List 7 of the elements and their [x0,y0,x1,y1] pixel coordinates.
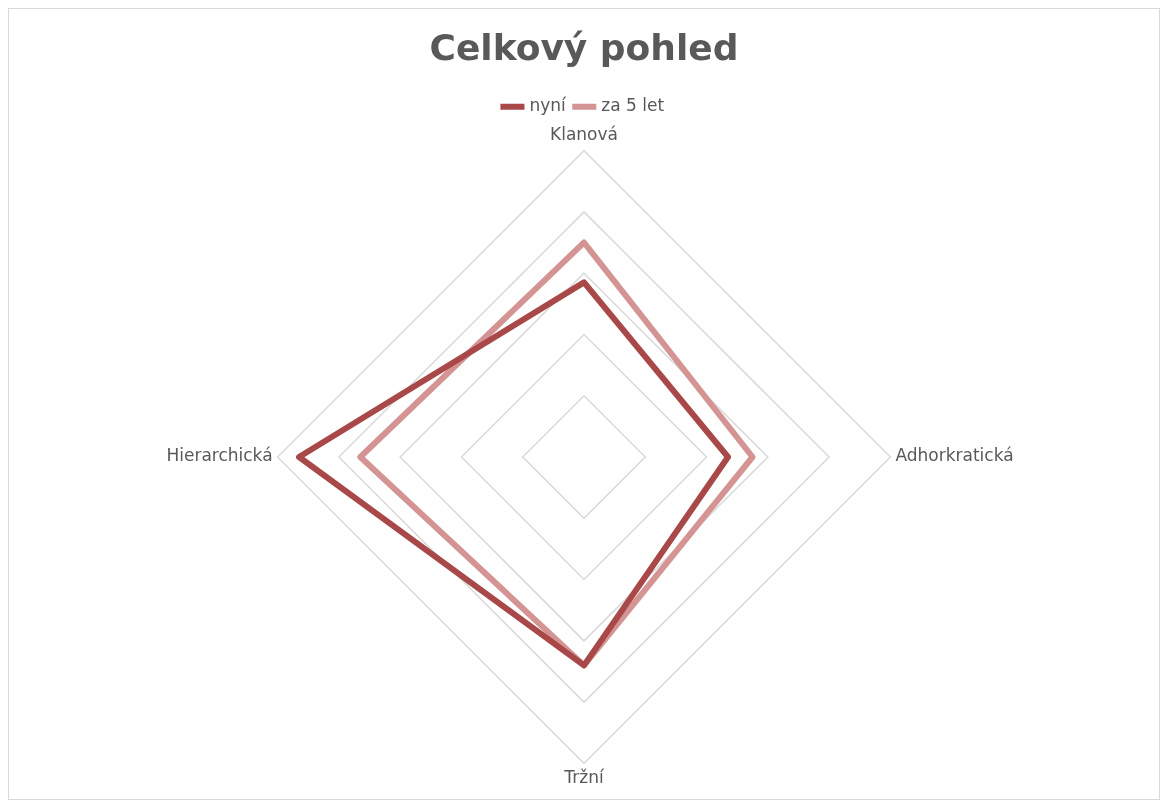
spoke-label: Tržní [563,767,605,788]
spoke-label: Hierarchická [166,445,273,466]
chart-title: Celkový pohled [429,26,739,68]
spoke-label: Adhorkratická [895,445,1014,466]
spoke-label: Klanová [550,123,618,144]
legend-label: za 5 let [601,95,665,116]
legend-label: nyní [529,95,568,116]
